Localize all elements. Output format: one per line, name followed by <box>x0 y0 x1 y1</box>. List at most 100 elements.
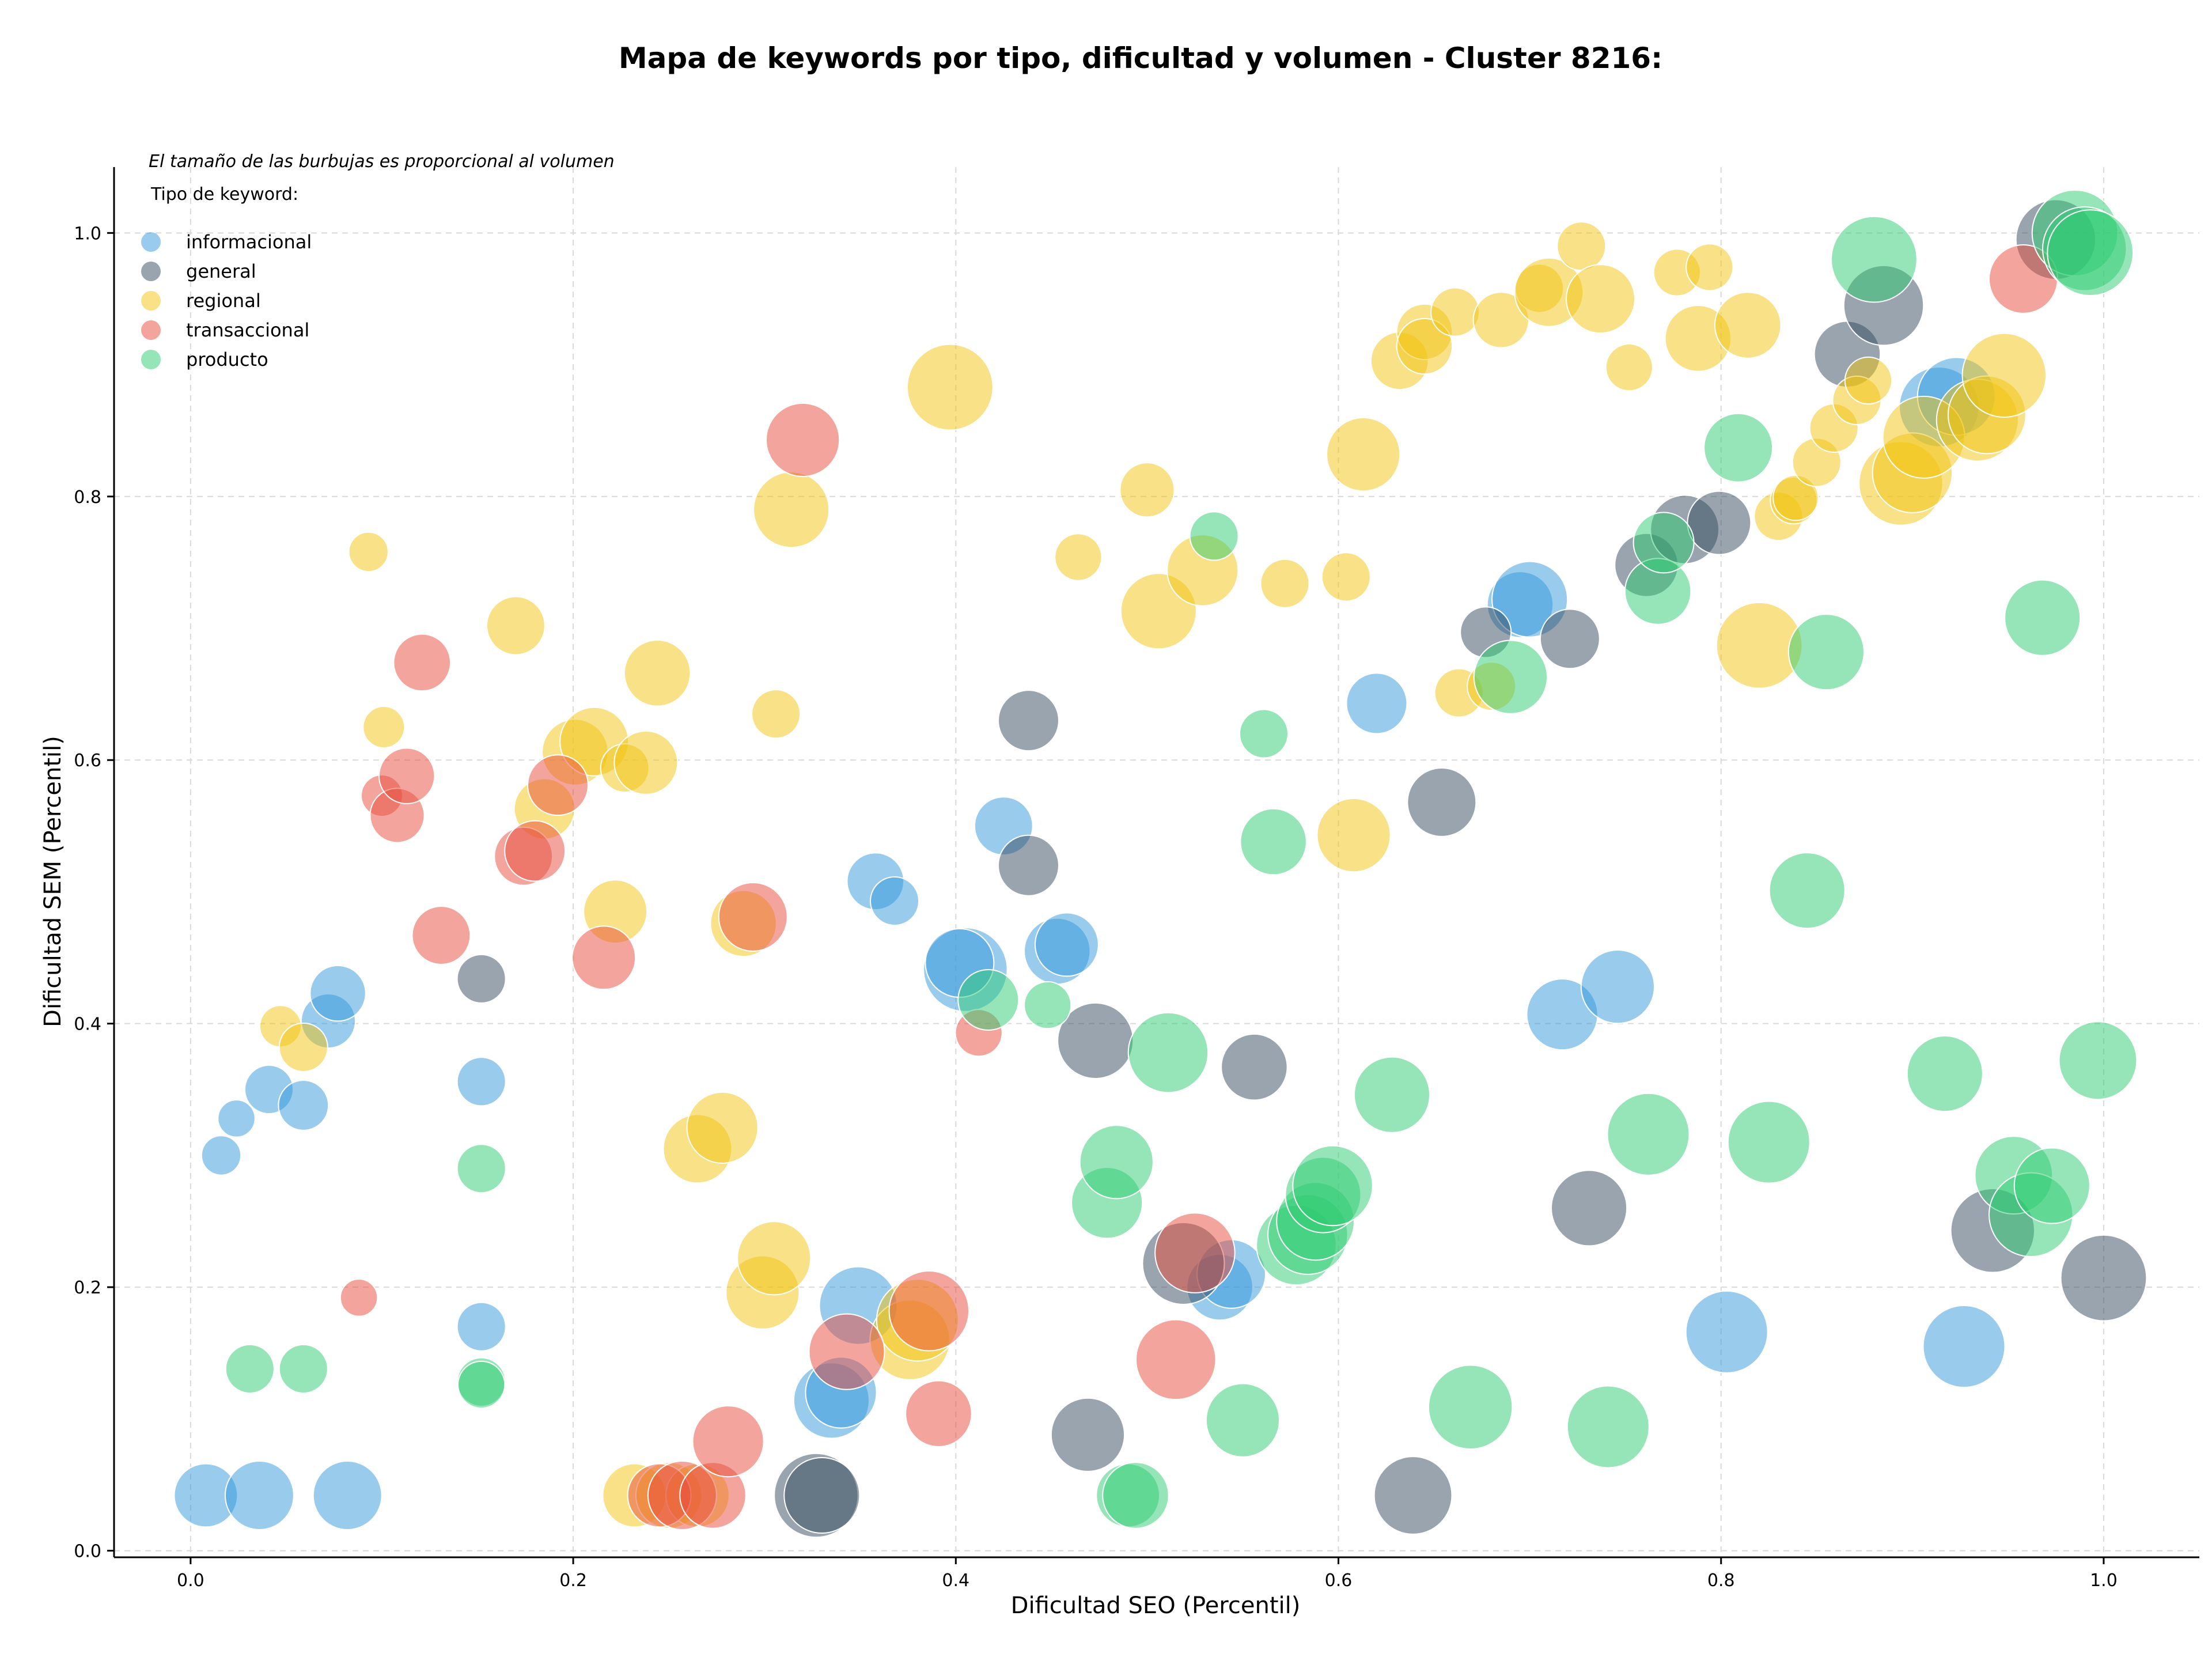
bubble-producto-40 <box>2047 209 2134 297</box>
bubble-transaccional-16 <box>808 1313 885 1390</box>
bubble-general-10 <box>1407 767 1477 837</box>
axes: 0.0 0.2 0.4 0.6 0.8 1.0 0.0 0.2 0.4 0.6 0.8 1.0 <box>74 167 2199 1591</box>
bubble-producto-41 <box>2058 1021 2138 1100</box>
bubble-producto-29 <box>1727 1100 1810 1184</box>
bubble-producto-21 <box>1353 1056 1431 1133</box>
bubble-general-13 <box>1551 1170 1628 1247</box>
bubble-regional-20 <box>751 689 801 739</box>
legend-label-informacional: informacional <box>186 231 312 253</box>
bubble-producto-30 <box>1768 852 1846 929</box>
bubble-regional-11 <box>623 640 691 707</box>
bubble-producto-6 <box>1024 981 1072 1030</box>
bubble-producto-2 <box>456 1144 506 1194</box>
bubble-producto-14 <box>1238 709 1289 759</box>
bubble-regional-42 <box>1556 221 1607 271</box>
bubble-producto-12 <box>1189 511 1239 561</box>
bubble-general-0 <box>456 954 506 1004</box>
legend-label-general: general <box>186 260 256 282</box>
bubble-producto-28 <box>1703 413 1774 483</box>
bubble-regional-62 <box>1961 332 2047 418</box>
bubble-general-9 <box>1373 1456 1453 1535</box>
x-tick-label: 0.2 <box>559 1571 587 1591</box>
bubble-regional-56 <box>1844 356 1893 405</box>
bubble-regional-10 <box>613 730 679 795</box>
bubble-informacional-27 <box>1580 949 1655 1024</box>
bubble-informacional-15 <box>869 876 920 926</box>
bubble-transaccional-17 <box>888 1270 970 1352</box>
bubble-regional-36 <box>1430 287 1480 337</box>
bubble-informacional-23 <box>1346 672 1408 735</box>
legend-marker-regional <box>141 291 161 311</box>
bubble-producto-24 <box>1566 1385 1650 1469</box>
bubble-producto-31 <box>1787 614 1865 691</box>
x-tick-label: 0.4 <box>942 1571 969 1591</box>
bubble-informacional-8 <box>309 964 366 1022</box>
bubble-informacional-1 <box>224 1461 294 1530</box>
bubble-producto-27 <box>1633 512 1695 574</box>
y-tick-label: 1.0 <box>74 224 101 244</box>
bubble-producto-0 <box>225 1344 275 1394</box>
x-tick-label: 0.6 <box>1325 1571 1353 1591</box>
bubble-informacional-10 <box>456 1301 506 1352</box>
x-tick-label: 0.8 <box>1707 1571 1735 1591</box>
bubble-producto-5 <box>957 969 1020 1031</box>
bubble-general-3 <box>998 690 1059 752</box>
bubble-producto-11 <box>1127 1012 1209 1094</box>
bubble-transaccional-13 <box>692 1405 764 1478</box>
grid <box>114 167 2199 1557</box>
bubble-regional-19 <box>737 1221 812 1296</box>
bubble-producto-1 <box>278 1344 328 1394</box>
bubble-regional-47 <box>1685 243 1734 292</box>
legend-marker-informacional <box>141 232 161 252</box>
bubble-general-21 <box>2060 1234 2147 1322</box>
bubble-producto-20 <box>1292 1145 1373 1227</box>
bubble-informacional-29 <box>1922 1305 2006 1388</box>
bubble-informacional-28 <box>1685 1290 1768 1374</box>
bubble-producto-4 <box>457 1360 506 1409</box>
bubble-producto-15 <box>1240 808 1307 876</box>
bubble-regional-26 <box>1119 462 1175 518</box>
bubble-transaccional-14 <box>718 881 788 952</box>
bubble-transaccional-15 <box>765 402 840 478</box>
bubble-general-12 <box>1539 608 1600 669</box>
y-axis-label: Dificultad SEM (Percentil) <box>40 736 66 1027</box>
bubble-transaccional-9 <box>571 925 637 990</box>
bubble-informacional-3 <box>200 1135 242 1176</box>
bubble-producto-32 <box>1831 215 1918 303</box>
legend: Tipo de keyword: informacional general reg… <box>141 184 312 370</box>
chart-title: Mapa de keywords por tipo, dificultad y … <box>619 41 1662 75</box>
bubble-producto-25 <box>1607 1092 1690 1176</box>
bubble-regional-25 <box>1054 533 1103 581</box>
bubble-transaccional-7 <box>504 820 566 882</box>
x-tick-label: 0.0 <box>177 1571 204 1591</box>
bubble-producto-23 <box>1473 640 1548 714</box>
legend-label-transaccional: transaccional <box>186 319 309 341</box>
bubble-regional-43 <box>1566 264 1635 334</box>
bubble-regional-24 <box>906 343 994 431</box>
bubble-regional-32 <box>1326 417 1401 492</box>
legend-marker-transaccional <box>141 320 161 340</box>
bubble-regional-35 <box>1396 317 1453 375</box>
bubble-regional-16 <box>686 1091 759 1164</box>
bubble-informacional-6 <box>278 1080 329 1131</box>
bubble-producto-10 <box>1102 1462 1169 1529</box>
bubble-informacional-9 <box>456 1057 506 1107</box>
bubble-general-5 <box>1050 1397 1126 1472</box>
bubble-regional-3 <box>362 706 406 749</box>
bubble-general-4 <box>998 834 1059 896</box>
bubble-regional-48 <box>1714 292 1782 359</box>
bubble-transaccional-0 <box>339 1278 378 1317</box>
bubble-general-2 <box>783 1456 861 1534</box>
bubble-transaccional-8 <box>527 754 589 816</box>
bubble-regional-1 <box>278 1022 328 1072</box>
bubble-regional-4 <box>486 596 546 656</box>
x-tick-label: 1.0 <box>2090 1571 2118 1591</box>
x-axis-label: Dificultad SEO (Percentil) <box>1011 1592 1301 1619</box>
bubble-regional-2 <box>348 531 389 573</box>
bubble-producto-33 <box>1906 1035 1983 1113</box>
bubbles <box>173 189 2147 1538</box>
bubble-producto-37 <box>2013 1147 2090 1224</box>
bubble-regional-30 <box>1321 552 1371 602</box>
y-tick-label: 0.0 <box>74 1542 101 1562</box>
